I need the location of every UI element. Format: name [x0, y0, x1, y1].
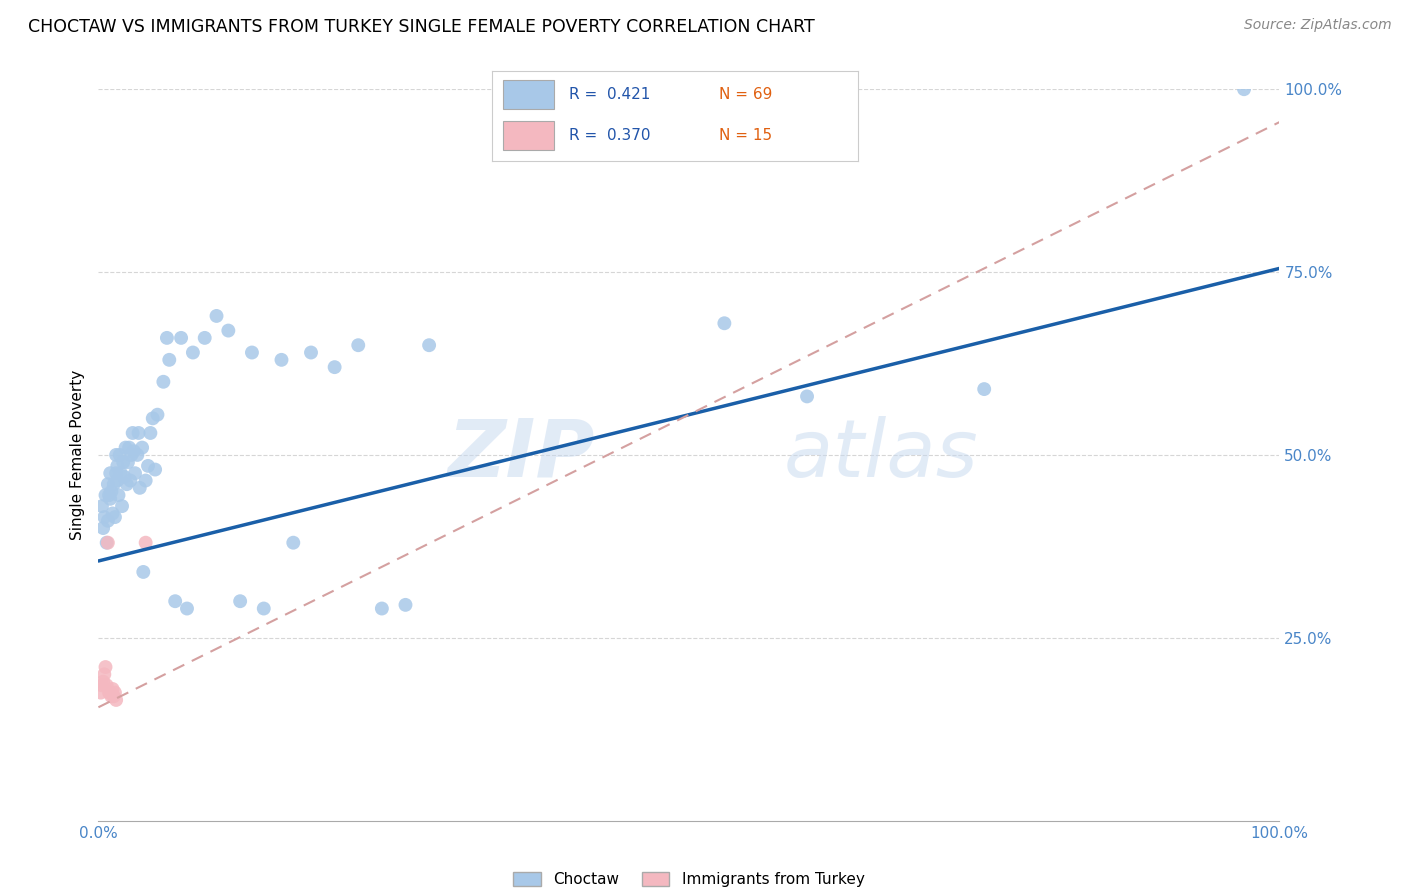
Point	[283, 535, 305, 549]
Point	[98, 686, 121, 700]
Point	[97, 514, 120, 528]
Point	[90, 686, 112, 700]
Point	[104, 686, 127, 700]
Point	[121, 425, 143, 440]
Point	[418, 338, 440, 352]
Point	[101, 681, 124, 696]
Point	[98, 466, 121, 480]
Point	[94, 488, 117, 502]
Point	[142, 411, 165, 425]
Point	[152, 375, 174, 389]
Point	[132, 565, 155, 579]
Point	[143, 462, 166, 476]
Point	[96, 535, 118, 549]
Point	[98, 686, 121, 700]
FancyBboxPatch shape	[503, 121, 554, 150]
Point	[157, 352, 180, 367]
Point	[127, 448, 149, 462]
Point	[139, 425, 162, 440]
Point	[105, 458, 128, 473]
Point	[165, 594, 187, 608]
Point	[112, 470, 135, 484]
Point	[135, 474, 157, 488]
Point	[110, 466, 132, 480]
Point	[394, 598, 416, 612]
Point	[205, 309, 228, 323]
Point	[91, 521, 114, 535]
Point	[114, 441, 136, 455]
Point	[117, 455, 139, 469]
Text: ZIP: ZIP	[447, 416, 595, 494]
Point	[156, 331, 179, 345]
Point	[97, 535, 120, 549]
Point	[796, 389, 818, 403]
Text: N = 69: N = 69	[718, 87, 772, 102]
Point	[103, 477, 125, 491]
Point	[299, 345, 322, 359]
Point	[371, 601, 394, 615]
Point	[122, 444, 145, 458]
Point	[100, 484, 122, 499]
Point	[118, 441, 141, 455]
Point	[93, 667, 115, 681]
Point	[94, 660, 117, 674]
Point	[194, 331, 217, 345]
Point	[128, 425, 150, 440]
Point	[101, 507, 124, 521]
Point	[136, 458, 159, 473]
Point	[98, 491, 121, 506]
Point	[93, 510, 115, 524]
Text: R =  0.370: R = 0.370	[569, 128, 651, 143]
Point	[347, 338, 370, 352]
Point	[128, 481, 150, 495]
Point	[146, 408, 169, 422]
Point	[176, 601, 198, 615]
Point	[100, 690, 122, 704]
Point	[270, 352, 292, 367]
Point	[170, 331, 193, 345]
Point	[91, 674, 114, 689]
Y-axis label: Single Female Poverty: Single Female Poverty	[69, 370, 84, 540]
Text: atlas: atlas	[783, 416, 979, 494]
Point	[973, 382, 995, 396]
Point	[121, 448, 143, 462]
Point	[253, 601, 276, 615]
FancyBboxPatch shape	[503, 80, 554, 109]
Point	[105, 466, 128, 480]
Point	[229, 594, 252, 608]
Text: R =  0.421: R = 0.421	[569, 87, 650, 102]
Point	[91, 678, 114, 692]
Text: Source: ZipAtlas.com: Source: ZipAtlas.com	[1244, 18, 1392, 32]
Legend: Choctaw, Immigrants from Turkey: Choctaw, Immigrants from Turkey	[508, 866, 870, 892]
Point	[120, 474, 142, 488]
Point	[181, 345, 204, 359]
Point	[97, 477, 120, 491]
Point	[323, 360, 346, 375]
Point	[108, 448, 131, 462]
Point	[217, 324, 239, 338]
Point	[111, 499, 134, 513]
Point	[115, 477, 138, 491]
Point	[96, 678, 118, 692]
Text: N = 15: N = 15	[718, 128, 772, 143]
Point	[91, 499, 114, 513]
Point	[240, 345, 263, 359]
Point	[105, 448, 128, 462]
Point	[98, 488, 121, 502]
Point	[135, 535, 157, 549]
Point	[107, 488, 129, 502]
Text: CHOCTAW VS IMMIGRANTS FROM TURKEY SINGLE FEMALE POVERTY CORRELATION CHART: CHOCTAW VS IMMIGRANTS FROM TURKEY SINGLE…	[28, 18, 815, 36]
Point	[105, 693, 128, 707]
Point	[105, 474, 128, 488]
Point	[103, 690, 125, 704]
Point	[131, 441, 153, 455]
Point	[1233, 82, 1256, 96]
Point	[104, 510, 127, 524]
Point	[124, 466, 146, 480]
Point	[713, 316, 735, 330]
Point	[112, 455, 135, 469]
